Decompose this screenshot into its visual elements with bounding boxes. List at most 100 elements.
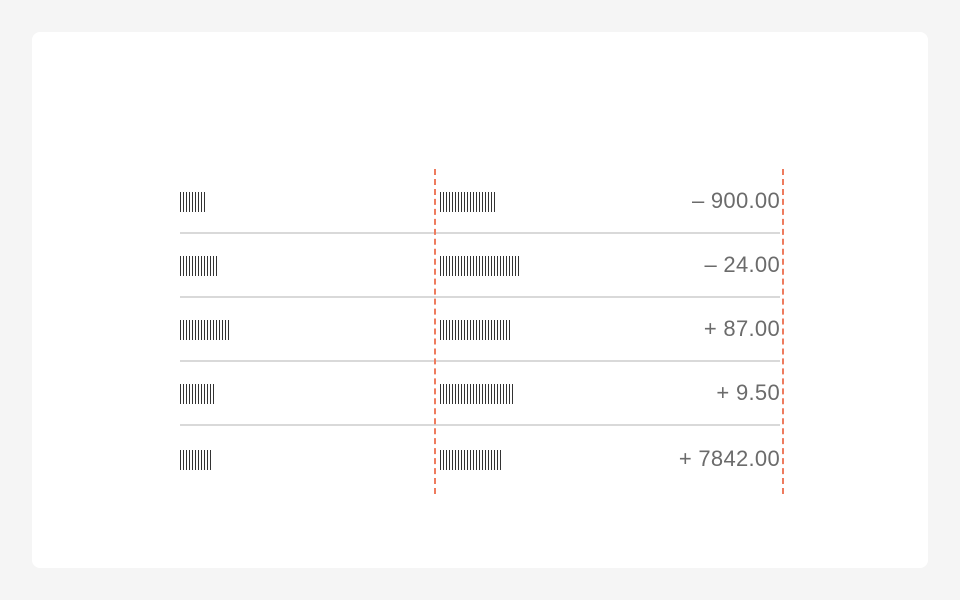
- placeholder-bar: [455, 256, 456, 276]
- row-divider: [180, 360, 780, 362]
- placeholder-bar: [509, 384, 510, 404]
- placeholder-bar: [455, 320, 456, 340]
- placeholder-bar: [201, 450, 202, 470]
- placeholder-bar: [186, 192, 187, 212]
- placeholder-bar: [482, 192, 483, 212]
- table-row[interactable]: + 7842.00: [180, 426, 780, 490]
- table-row[interactable]: – 900.00: [180, 170, 780, 234]
- placeholder-bar: [509, 320, 510, 340]
- placeholder-bar: [491, 256, 492, 276]
- placeholder-bar: [470, 192, 471, 212]
- placeholder-bar: [512, 384, 513, 404]
- placeholder-bar: [446, 384, 447, 404]
- table-row[interactable]: + 87.00: [180, 298, 780, 362]
- placeholder-bar: [482, 256, 483, 276]
- placeholder-bar: [183, 192, 184, 212]
- placeholder-bar: [509, 256, 510, 276]
- placeholder-bar: [210, 320, 211, 340]
- placeholder-bar: [467, 256, 468, 276]
- row-divider: [180, 424, 780, 426]
- placeholder-bar: [467, 384, 468, 404]
- placeholder-bar: [192, 256, 193, 276]
- placeholder-bar: [446, 192, 447, 212]
- table-row[interactable]: + 9.50: [180, 362, 780, 426]
- placeholder-bar: [479, 192, 480, 212]
- placeholder-bar: [500, 256, 501, 276]
- redacted-text-col-b: [440, 256, 519, 276]
- placeholder-bar: [479, 320, 480, 340]
- placeholder-bar: [473, 192, 474, 212]
- placeholder-bar: [473, 320, 474, 340]
- placeholder-bar: [485, 384, 486, 404]
- placeholder-bar: [458, 450, 459, 470]
- placeholder-bar: [186, 450, 187, 470]
- placeholder-bar: [488, 384, 489, 404]
- placeholder-bar: [461, 384, 462, 404]
- placeholder-bar: [180, 192, 181, 212]
- placeholder-bar: [479, 384, 480, 404]
- placeholder-bar: [458, 192, 459, 212]
- placeholder-bar: [455, 384, 456, 404]
- placeholder-bar: [470, 384, 471, 404]
- placeholder-bar: [183, 320, 184, 340]
- placeholder-bar: [506, 256, 507, 276]
- placeholder-bar: [518, 256, 519, 276]
- placeholder-bar: [491, 192, 492, 212]
- placeholder-bar: [443, 256, 444, 276]
- placeholder-bar: [186, 384, 187, 404]
- placeholder-bar: [494, 320, 495, 340]
- placeholder-bar: [452, 320, 453, 340]
- placeholder-bar: [452, 384, 453, 404]
- placeholder-bar: [446, 450, 447, 470]
- placeholder-bar: [210, 384, 211, 404]
- placeholder-bar: [464, 320, 465, 340]
- placeholder-bar: [467, 320, 468, 340]
- placeholder-bar: [201, 384, 202, 404]
- placeholder-bar: [189, 450, 190, 470]
- placeholder-bar: [494, 256, 495, 276]
- placeholder-bar: [186, 256, 187, 276]
- placeholder-bar: [210, 256, 211, 276]
- placeholder-bar: [189, 384, 190, 404]
- placeholder-bar: [488, 256, 489, 276]
- placeholder-bar: [488, 192, 489, 212]
- placeholder-bar: [482, 450, 483, 470]
- placeholder-bar: [195, 320, 196, 340]
- placeholder-bar: [479, 450, 480, 470]
- amount: + 7842.00: [678, 446, 780, 471]
- placeholder-bar: [192, 320, 193, 340]
- placeholder-bar: [470, 320, 471, 340]
- placeholder-bar: [225, 320, 226, 340]
- placeholder-bar: [228, 320, 229, 340]
- placeholder-bar: [449, 450, 450, 470]
- table-row[interactable]: – 24.00: [180, 234, 780, 298]
- redacted-text-col-b: [440, 192, 495, 212]
- placeholder-bar: [192, 384, 193, 404]
- placeholder-bar: [443, 384, 444, 404]
- placeholder-bar: [461, 450, 462, 470]
- placeholder-bar: [476, 192, 477, 212]
- placeholder-bar: [470, 256, 471, 276]
- placeholder-bar: [440, 320, 441, 340]
- alignment-guide-line: [782, 169, 784, 494]
- placeholder-bar: [503, 320, 504, 340]
- placeholder-bar: [461, 256, 462, 276]
- placeholder-bar: [449, 320, 450, 340]
- placeholder-bar: [503, 256, 504, 276]
- placeholder-bar: [180, 256, 181, 276]
- placeholder-bar: [506, 320, 507, 340]
- placeholder-bar: [494, 384, 495, 404]
- placeholder-bar: [497, 384, 498, 404]
- placeholder-bar: [198, 450, 199, 470]
- placeholder-bar: [440, 384, 441, 404]
- placeholder-bar: [491, 320, 492, 340]
- placeholder-bar: [443, 450, 444, 470]
- placeholder-bar: [473, 450, 474, 470]
- placeholder-bar: [195, 192, 196, 212]
- placeholder-bar: [500, 320, 501, 340]
- amount: – 24.00: [704, 252, 780, 277]
- placeholder-bar: [213, 384, 214, 404]
- placeholder-bar: [180, 320, 181, 340]
- placeholder-bar: [213, 256, 214, 276]
- placeholder-bar: [189, 256, 190, 276]
